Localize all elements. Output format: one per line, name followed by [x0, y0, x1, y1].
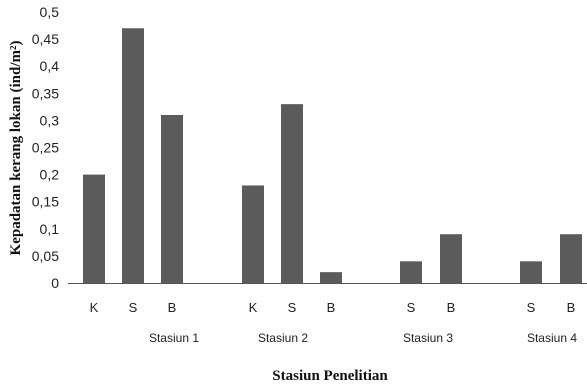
bars	[83, 28, 582, 284]
bar	[122, 28, 144, 284]
x-tick-label: B	[447, 300, 456, 315]
bar	[281, 104, 303, 283]
x-tick-label: K	[90, 300, 99, 315]
x-tick-label: S	[407, 300, 416, 315]
bar	[520, 261, 542, 283]
x-tick-label: K	[249, 300, 258, 315]
y-axis-title: Kepadatan kerang lokan (ind/m²)	[8, 41, 24, 256]
bar	[400, 261, 422, 283]
station-label: Stasiun 3	[403, 331, 453, 345]
x-tick-label: B	[327, 300, 336, 315]
y-tick-label: 0,4	[40, 58, 60, 74]
x-tick-label: S	[129, 300, 138, 315]
y-tick-label: 0,5	[40, 4, 60, 20]
y-axis-ticks: 0 0,05 0,1 0,15 0,2 0,25 0,3 0,35 0,4 0,45 0,5	[32, 4, 59, 291]
y-tick-label: 0,3	[40, 112, 60, 128]
y-tick-label: 0,15	[32, 194, 59, 210]
bar	[440, 234, 462, 283]
x-tick-label: S	[288, 300, 297, 315]
bar	[83, 174, 105, 283]
y-tick-label: 0,1	[40, 221, 60, 237]
x-axis-title: Stasiun Penelitian	[272, 368, 388, 384]
x-tick-label: B	[168, 300, 177, 315]
bar	[161, 114, 183, 283]
x-tick-label: B	[567, 300, 576, 315]
bar	[560, 234, 582, 283]
y-tick-label: 0,45	[32, 31, 59, 47]
bar	[320, 272, 342, 283]
station-label: Stasiun 2	[258, 331, 308, 345]
station-label: Stasiun 1	[149, 331, 199, 345]
station-label: Stasiun 4	[527, 331, 577, 345]
y-tick-label: 0,05	[32, 248, 59, 264]
y-tick-label: 0,2	[40, 167, 60, 183]
y-tick-label: 0,25	[32, 140, 59, 156]
y-tick-label: 0,35	[32, 85, 59, 101]
station-labels: Stasiun 1 Stasiun 2 Stasiun 3 Stasiun 4	[149, 331, 577, 345]
x-tick-label: S	[527, 300, 536, 315]
bar	[242, 185, 264, 283]
y-tick-label: 0	[51, 275, 59, 291]
